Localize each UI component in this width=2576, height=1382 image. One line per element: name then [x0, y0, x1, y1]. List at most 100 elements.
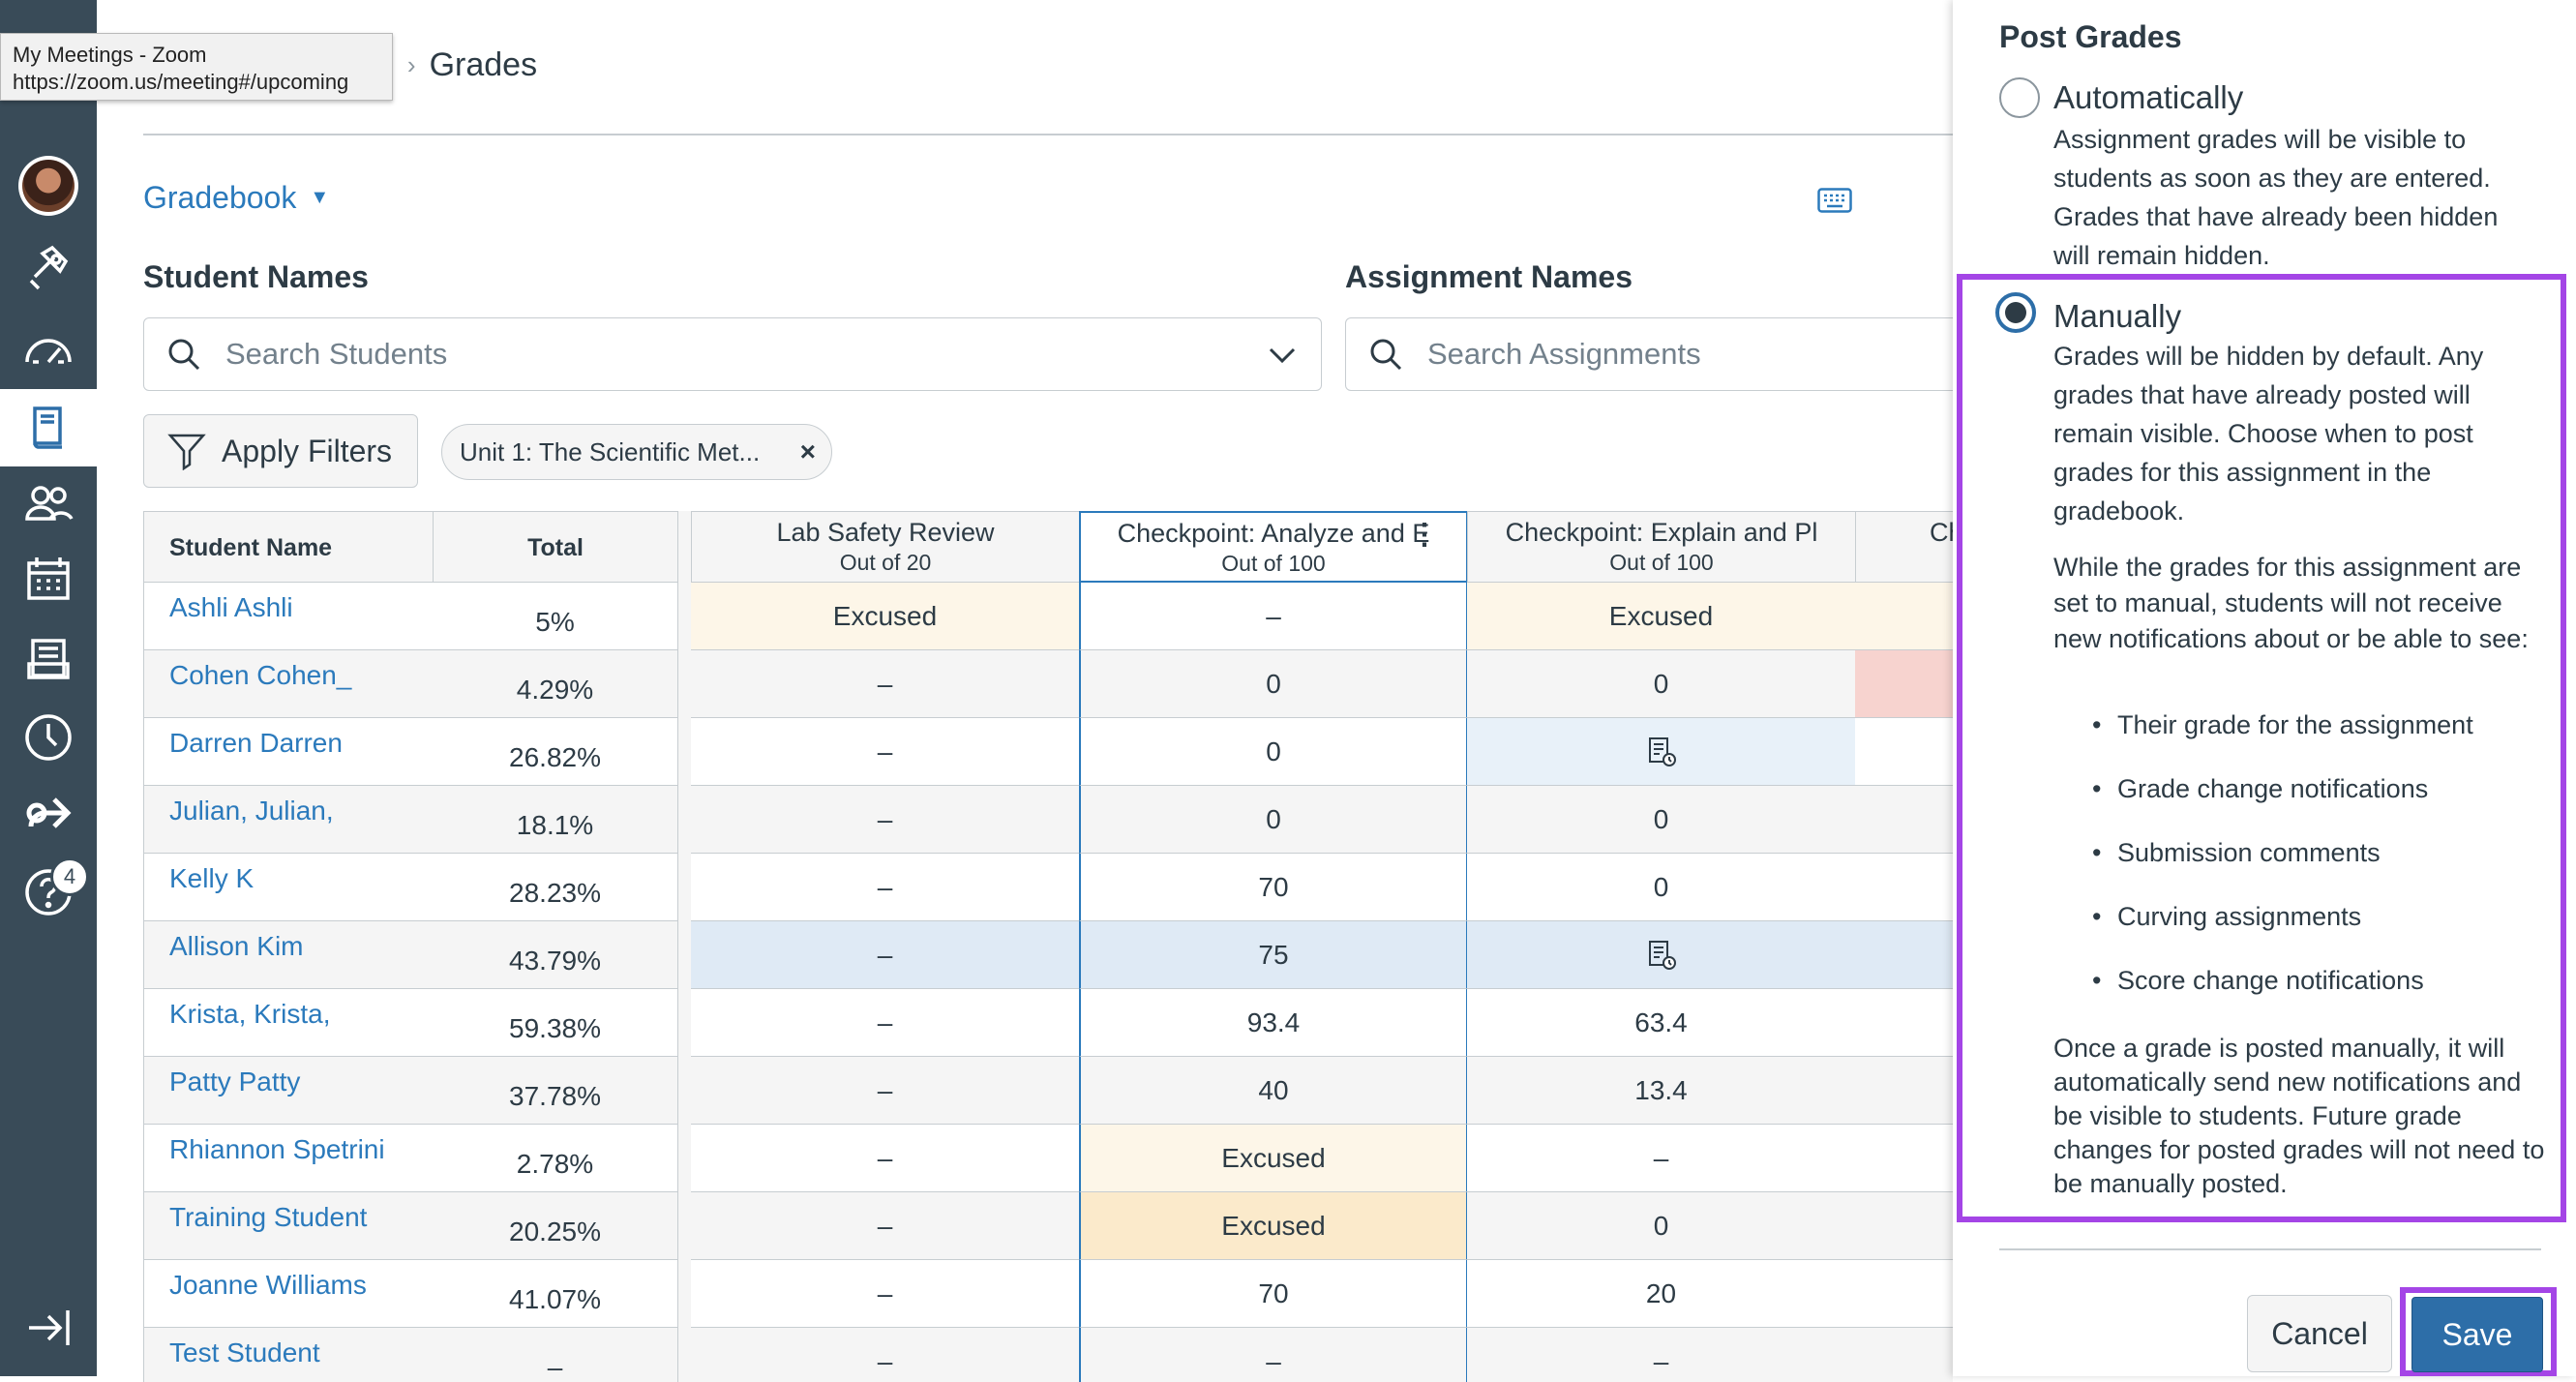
- active-filter-pill[interactable]: Unit 1: The Scientific Met... ×: [441, 424, 832, 480]
- student-name-link[interactable]: Kelly K: [143, 854, 434, 921]
- grade-cell[interactable]: 0: [1467, 650, 1856, 718]
- grade-cell[interactable]: 93.4: [1079, 989, 1468, 1057]
- total-cell-value: 59.38%: [509, 1013, 601, 1043]
- chevron-down-icon[interactable]: [1267, 340, 1298, 371]
- account-avatar[interactable]: [17, 155, 79, 217]
- collapse-nav-icon[interactable]: [17, 1297, 79, 1359]
- breadcrumb-separator: ›: [406, 50, 416, 79]
- grade-cell[interactable]: 13.4: [1467, 1057, 1856, 1125]
- grade-cell[interactable]: 40: [1079, 1057, 1468, 1125]
- header-student-name[interactable]: Student Name: [143, 511, 434, 583]
- column-options-icon[interactable]: ⋮: [1410, 519, 1439, 551]
- student-name-link[interactable]: Ashli Ashli: [143, 583, 434, 650]
- grade-cell[interactable]: –: [1079, 583, 1468, 650]
- nav-item-courses-active[interactable]: [0, 389, 97, 466]
- grade-cell[interactable]: 0: [1467, 854, 1856, 921]
- header-assignment[interactable]: Lab Safety Review Out of 20: [691, 511, 1080, 583]
- header-total[interactable]: Total: [433, 511, 678, 583]
- grade-cell[interactable]: 0: [1467, 786, 1856, 854]
- save-button[interactable]: Save: [2411, 1297, 2543, 1372]
- grade-cell[interactable]: –: [691, 1260, 1080, 1328]
- grade-cell[interactable]: Excused: [1079, 1192, 1468, 1260]
- radio-automatically[interactable]: [1999, 77, 2040, 118]
- grade-cell[interactable]: [1855, 989, 1953, 1057]
- total-cell-value: 2.78%: [516, 1149, 594, 1179]
- radio-manually[interactable]: [1995, 292, 2036, 333]
- grade-cell[interactable]: [1855, 786, 1953, 854]
- grade-cell[interactable]: –: [1467, 1125, 1856, 1192]
- grade-cell[interactable]: –: [691, 854, 1080, 921]
- assignment-search-input[interactable]: Search Assignments: [1345, 317, 1964, 391]
- total-cell-value: 41.07%: [509, 1284, 601, 1314]
- gradebook-menu-button[interactable]: Gradebook ▼: [143, 180, 329, 216]
- grade-cell[interactable]: 0: [1467, 1192, 1856, 1260]
- history-icon[interactable]: [17, 706, 79, 768]
- option-manually-label[interactable]: Manually: [2053, 298, 2182, 334]
- grade-cell[interactable]: [1855, 854, 1953, 921]
- grade-cell-value: 75: [1258, 939, 1289, 970]
- grade-cell[interactable]: 0: [1079, 718, 1468, 786]
- grade-cell[interactable]: 0: [1079, 650, 1468, 718]
- grade-cell[interactable]: –: [1467, 1328, 1856, 1382]
- grade-cell[interactable]: –: [691, 989, 1080, 1057]
- grade-cell[interactable]: –: [691, 1192, 1080, 1260]
- header-assignment[interactable]: Checkpoint: Explain and Pl Out of 100: [1467, 511, 1856, 583]
- grade-cell[interactable]: Excused: [691, 583, 1080, 650]
- grade-cell[interactable]: [1855, 650, 1953, 718]
- studio-icon[interactable]: [17, 784, 79, 846]
- grade-cell[interactable]: –: [691, 1328, 1080, 1382]
- grade-cell[interactable]: –: [691, 718, 1080, 786]
- grade-cell[interactable]: –: [691, 921, 1080, 989]
- admin-icon[interactable]: [17, 236, 79, 298]
- grade-cell[interactable]: 70: [1079, 854, 1468, 921]
- student-search-input[interactable]: Search Students: [143, 317, 1322, 391]
- grade-cell[interactable]: –: [691, 1057, 1080, 1125]
- grade-cell[interactable]: [1855, 1125, 1953, 1192]
- cancel-button[interactable]: Cancel: [2247, 1295, 2392, 1372]
- student-name-link[interactable]: Test Student: [143, 1328, 434, 1382]
- close-icon[interactable]: ×: [799, 436, 816, 466]
- grade-cell[interactable]: [1855, 1328, 1953, 1382]
- grade-cell[interactable]: 0: [1079, 786, 1468, 854]
- student-name-link[interactable]: Training Student: [143, 1192, 434, 1260]
- student-name-link[interactable]: Patty Patty: [143, 1057, 434, 1125]
- manual-note: While the grades for this assignment are…: [2053, 553, 2529, 653]
- grade-cell[interactable]: [1855, 1260, 1953, 1328]
- grade-cell[interactable]: –: [691, 650, 1080, 718]
- inbox-icon[interactable]: [17, 627, 79, 689]
- grade-cell[interactable]: [1467, 921, 1856, 989]
- grade-cell[interactable]: 20: [1467, 1260, 1856, 1328]
- student-name-link[interactable]: Krista, Krista,: [143, 989, 434, 1057]
- option-automatically-label[interactable]: Automatically: [2053, 79, 2244, 115]
- header-assignment-selected[interactable]: Checkpoint: Analyze and E Out of 100 ⋮: [1079, 511, 1468, 583]
- student-name-link[interactable]: Joanne Williams: [143, 1260, 434, 1328]
- grade-cell[interactable]: –: [691, 786, 1080, 854]
- student-name-link[interactable]: Cohen Cohen_: [143, 650, 434, 718]
- student-name-link[interactable]: Rhiannon Spetrini: [143, 1125, 434, 1192]
- grade-cell[interactable]: [1855, 718, 1953, 786]
- header-assignment[interactable]: Ch: [1855, 511, 1953, 583]
- search-icon: [168, 339, 200, 371]
- student-name-link[interactable]: Allison Kim: [143, 921, 434, 989]
- student-name-link[interactable]: Darren Darren: [143, 718, 434, 786]
- grade-cell[interactable]: [1855, 583, 1953, 650]
- grade-cell[interactable]: [1855, 921, 1953, 989]
- grade-cell[interactable]: –: [691, 1125, 1080, 1192]
- grade-cell[interactable]: 70: [1079, 1260, 1468, 1328]
- grade-cell[interactable]: –: [1079, 1328, 1468, 1382]
- apply-filters-button[interactable]: Apply Filters: [143, 414, 418, 488]
- grade-cell[interactable]: Excused: [1467, 583, 1856, 650]
- groups-icon[interactable]: [17, 472, 79, 534]
- grade-cell[interactable]: [1855, 1192, 1953, 1260]
- grade-cell[interactable]: Excused: [1079, 1125, 1468, 1192]
- grade-cell[interactable]: 63.4: [1467, 989, 1856, 1057]
- grade-cell[interactable]: [1855, 1057, 1953, 1125]
- dashboard-icon[interactable]: [17, 319, 79, 381]
- grade-cell[interactable]: 75: [1079, 921, 1468, 989]
- grade-cell[interactable]: [1467, 718, 1856, 786]
- student-name-link[interactable]: Julian, Julian,: [143, 786, 434, 854]
- grade-cell-value: Excused: [1221, 1142, 1326, 1173]
- keyboard-icon[interactable]: [1817, 188, 1852, 213]
- assignment-points: Out of 100: [1221, 551, 1326, 576]
- calendar-icon[interactable]: [17, 548, 79, 610]
